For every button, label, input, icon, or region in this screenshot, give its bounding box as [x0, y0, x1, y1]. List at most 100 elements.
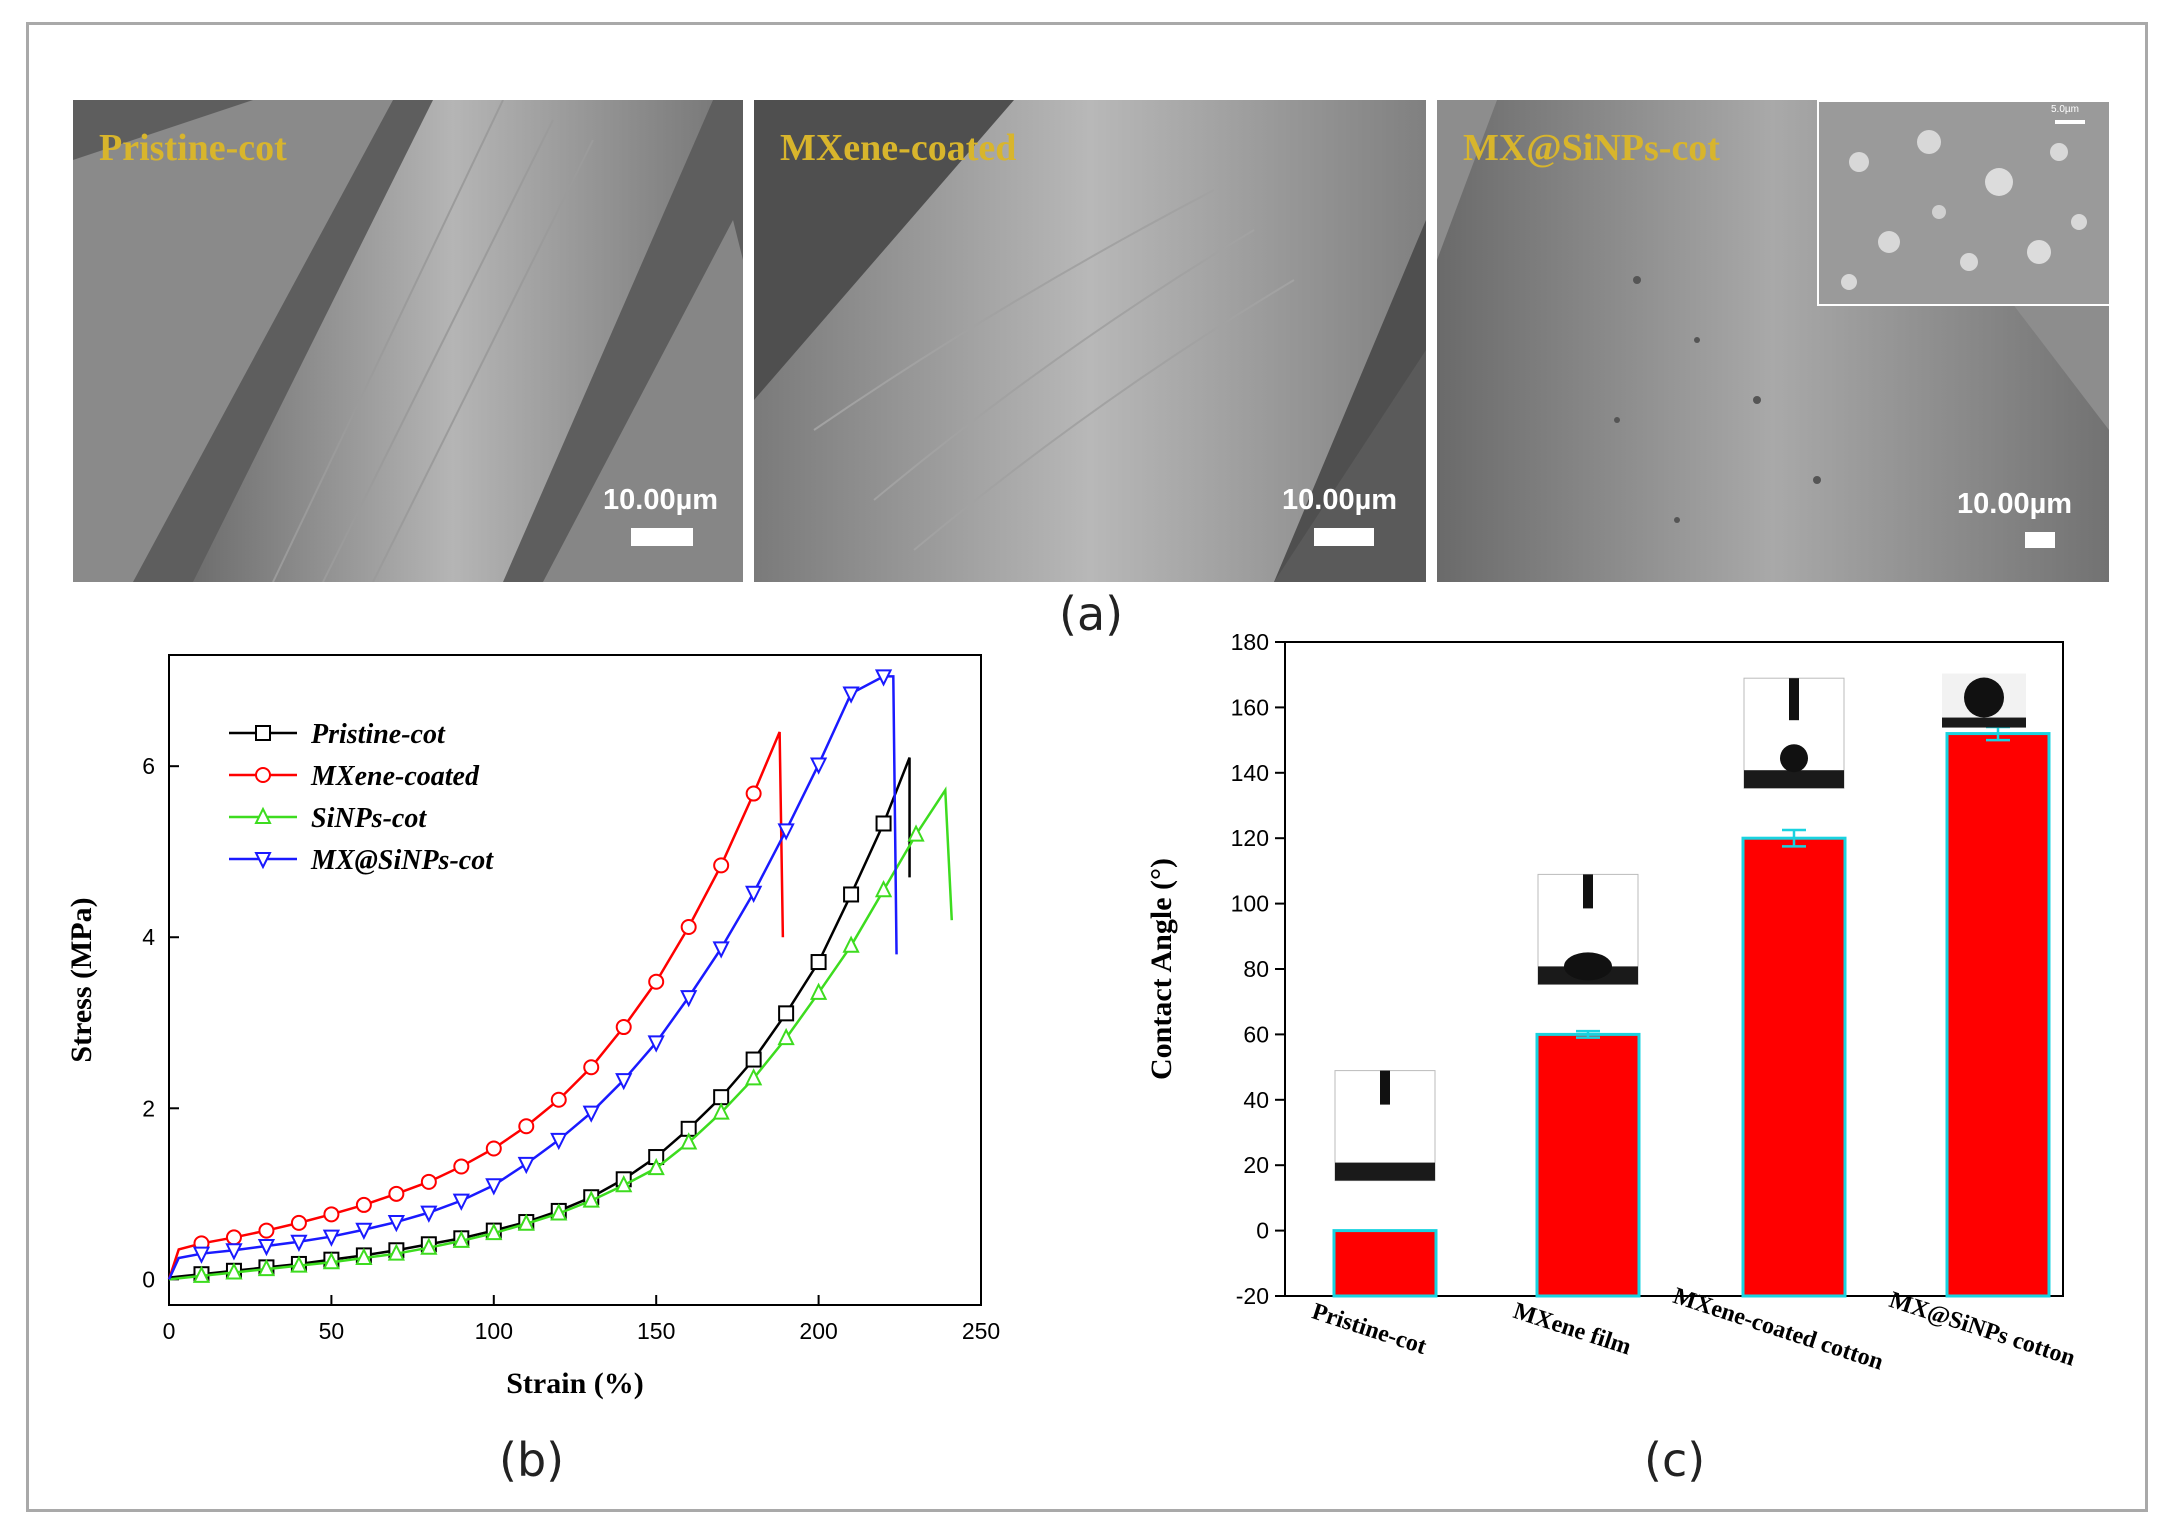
data-point [323, 1206, 340, 1223]
scale-bar-label: 10.00µm [603, 484, 719, 516]
sem-image-pristine-cot: Pristine-cot 10.00µm [73, 100, 743, 582]
data-point [255, 767, 271, 783]
data-point [322, 1229, 341, 1247]
bar-group [1741, 828, 1847, 1298]
panel-label-c: (c) [1644, 1433, 1706, 1487]
y-axis-label: Contact Angle (°) [1145, 858, 1178, 1080]
data-point [550, 1132, 568, 1151]
y-axis-label: Stress (MPa) [65, 897, 98, 1062]
data-point [843, 886, 860, 903]
scale-bar [1314, 528, 1374, 546]
legend: Pristine-cot MXene-coated SiNPs-cot MX@SiNP… [229, 719, 494, 876]
data-point [387, 1243, 405, 1261]
data-point [582, 1105, 600, 1123]
data-point [777, 823, 795, 841]
data-point [745, 785, 762, 802]
droplet [1564, 952, 1612, 981]
figure-frame: Pristine-cot 10.00µm MXene-coated 10.00µ… [26, 22, 2148, 1512]
y-tick-label: 2 [142, 1095, 155, 1121]
sem-label: Pristine-cot [99, 127, 287, 169]
y-tick-label: 40 [1243, 1087, 1269, 1113]
data-point [842, 686, 860, 704]
series-mx-sinps-cot [167, 669, 898, 1280]
needle [1583, 874, 1593, 909]
x-category-label: Pristine-cot [1309, 1299, 1430, 1360]
data-point [254, 806, 272, 824]
bar-group [1535, 1029, 1641, 1298]
data-point [420, 1173, 437, 1190]
data-point [745, 1051, 762, 1068]
droplet-inset-image [1537, 873, 1639, 985]
inset-scale-bar [2055, 120, 2085, 124]
y-tick-label: 140 [1231, 760, 1269, 786]
data-point [810, 954, 827, 971]
sem-image-mxene-coated: MXene-coated 10.00µm [754, 100, 1426, 582]
data-point [550, 1203, 568, 1221]
y-tick-label: -20 [1236, 1283, 1269, 1309]
data-point [355, 1247, 373, 1265]
bar [1535, 1032, 1641, 1298]
data-point [582, 1190, 600, 1208]
data-point [680, 990, 698, 1008]
bar [1741, 836, 1847, 1298]
data-point [452, 1230, 470, 1248]
y-tick-label: 0 [142, 1266, 155, 1292]
data-point [420, 1237, 438, 1255]
x-axis-label: Strain (%) [506, 1367, 644, 1400]
data-point [485, 1178, 503, 1196]
droplet [1964, 677, 2004, 718]
y-tick-label: 6 [142, 753, 155, 779]
data-point [875, 815, 892, 832]
x-category-label: MX@SiNPs cotton [1886, 1287, 2078, 1372]
data-point [257, 1238, 276, 1257]
data-point [874, 879, 893, 898]
y-tick-label: 120 [1231, 825, 1269, 851]
droplet-inset-image [1743, 677, 1845, 789]
data-point [713, 857, 730, 874]
data-point [517, 1156, 535, 1175]
bar-group [1945, 725, 2051, 1298]
droplet-inset-image [1942, 673, 2026, 728]
sem-label: MXene-coated [780, 127, 1017, 169]
droplet [1780, 744, 1808, 773]
y-tick-label: 4 [142, 924, 155, 950]
data-point [615, 1073, 633, 1091]
x-tick-label: 250 [962, 1318, 1000, 1344]
data-point [355, 1196, 372, 1213]
bar [1332, 1229, 1438, 1298]
data-point [420, 1205, 438, 1223]
data-point [255, 725, 271, 741]
substrate [1744, 770, 1844, 789]
panel-label-a: (a) [1059, 587, 1124, 641]
scale-bar-label: 10.00µm [1957, 488, 2073, 520]
y-tick-label: 180 [1231, 629, 1269, 655]
y-tick-label: 100 [1231, 891, 1269, 917]
data-point [907, 824, 925, 842]
data-point [647, 1035, 665, 1053]
data-point [452, 1193, 470, 1211]
y-tick-label: 60 [1243, 1021, 1269, 1047]
sem-label: MX@SiNPs-cot [1463, 127, 1720, 169]
data-point [290, 1255, 308, 1273]
legend-label: MX@SiNPs-cot [310, 845, 494, 876]
data-point [745, 885, 763, 903]
data-point [647, 1157, 665, 1176]
data-point [680, 918, 697, 935]
data-point [355, 1222, 373, 1240]
x-tick-label: 50 [319, 1318, 345, 1344]
substrate [1335, 1162, 1435, 1181]
stress-strain-chart: 0 50 100 150 200 250 0 2 4 6 Strain (%) Stress (MPa… [65, 654, 1000, 1400]
data-point [809, 982, 828, 1000]
data-point [453, 1158, 470, 1175]
data-point [712, 941, 730, 959]
y-tick-label: 0 [1256, 1218, 1269, 1244]
x-tick-label: 150 [637, 1318, 675, 1344]
data-point [257, 1258, 276, 1277]
legend-label: SiNPs-cot [311, 803, 427, 834]
data-point [712, 1102, 730, 1120]
y-tick-label: 20 [1243, 1152, 1269, 1178]
data-point [583, 1059, 600, 1076]
data-point [518, 1118, 535, 1135]
data-point [258, 1222, 275, 1239]
series-sinps-cot [168, 786, 954, 1283]
